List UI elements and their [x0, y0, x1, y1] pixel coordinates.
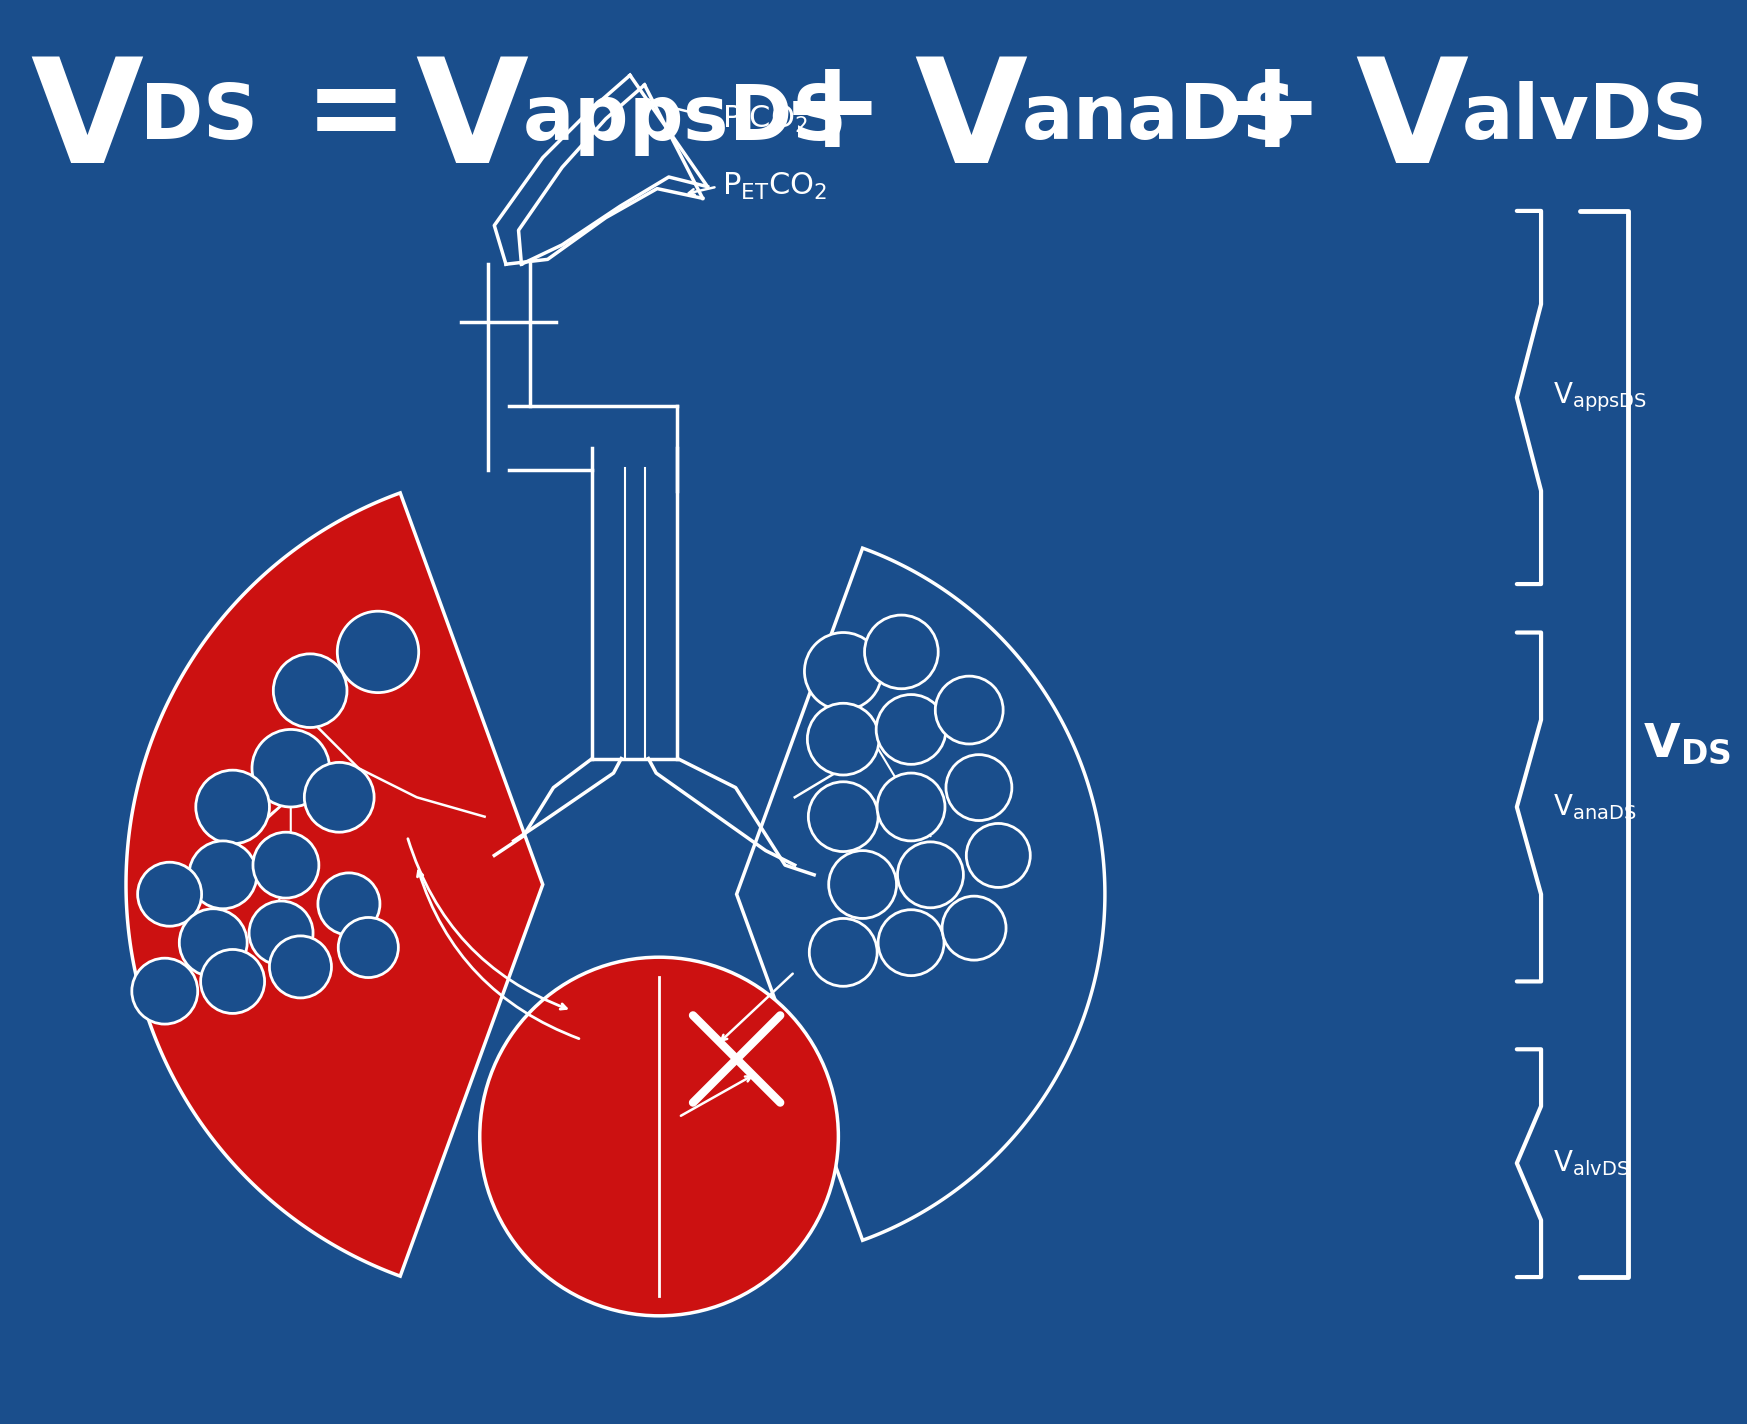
Polygon shape: [737, 548, 1104, 1240]
Circle shape: [879, 910, 943, 975]
Circle shape: [966, 823, 1031, 887]
Circle shape: [189, 842, 257, 909]
Circle shape: [180, 909, 246, 977]
Circle shape: [138, 862, 201, 926]
Circle shape: [877, 695, 945, 765]
Circle shape: [269, 936, 332, 998]
Circle shape: [304, 762, 374, 832]
Circle shape: [804, 632, 882, 711]
Circle shape: [318, 873, 379, 936]
Circle shape: [337, 611, 419, 692]
Text: $\mathbf{+}$: $\mathbf{+}$: [1219, 53, 1312, 174]
Text: $\mathbf{V}$: $\mathbf{V}$: [414, 53, 529, 194]
Text: $\mathbf{alvDS}$: $\mathbf{alvDS}$: [1460, 81, 1703, 155]
Circle shape: [898, 842, 963, 907]
Text: $\mathrm{V_{alvDS}}$: $\mathrm{V_{alvDS}}$: [1553, 1148, 1628, 1178]
Circle shape: [253, 832, 320, 899]
Circle shape: [339, 917, 398, 977]
Circle shape: [877, 773, 945, 842]
Circle shape: [201, 950, 264, 1014]
Text: $\mathbf{=}$: $\mathbf{=}$: [280, 53, 397, 174]
Text: $\mathrm{PiCO_2}$: $\mathrm{PiCO_2}$: [722, 103, 809, 135]
Circle shape: [865, 615, 938, 689]
Circle shape: [809, 782, 879, 852]
Text: $\mathbf{V_{DS}}$: $\mathbf{V_{DS}}$: [1642, 722, 1731, 766]
Text: $\mathbf{DS}$: $\mathbf{DS}$: [138, 81, 253, 155]
Text: $\mathrm{V_{appsDS}}$: $\mathrm{V_{appsDS}}$: [1553, 380, 1647, 414]
Circle shape: [480, 957, 839, 1316]
Circle shape: [196, 770, 269, 844]
Text: $\mathbf{+}$: $\mathbf{+}$: [779, 53, 872, 174]
Text: $\mathrm{V_{anaDS}}$: $\mathrm{V_{anaDS}}$: [1553, 792, 1637, 822]
Circle shape: [942, 896, 1006, 960]
Text: $\mathbf{V}$: $\mathbf{V}$: [914, 53, 1029, 194]
Text: $\mathbf{V}$: $\mathbf{V}$: [30, 53, 145, 194]
Circle shape: [252, 729, 330, 807]
Circle shape: [807, 703, 879, 775]
Circle shape: [273, 654, 348, 728]
Circle shape: [809, 918, 877, 987]
Text: $\mathbf{V}$: $\mathbf{V}$: [1354, 53, 1469, 194]
Circle shape: [131, 958, 197, 1024]
Text: $\mathbf{anaDS}$: $\mathbf{anaDS}$: [1020, 81, 1293, 155]
Text: $\mathbf{appsDS}$: $\mathbf{appsDS}$: [522, 81, 842, 158]
Circle shape: [828, 850, 896, 918]
Circle shape: [945, 755, 1012, 820]
Text: $\mathrm{P_{ET}CO_2}$: $\mathrm{P_{ET}CO_2}$: [722, 171, 828, 202]
Circle shape: [935, 676, 1003, 743]
Circle shape: [250, 901, 313, 965]
Polygon shape: [126, 493, 543, 1276]
